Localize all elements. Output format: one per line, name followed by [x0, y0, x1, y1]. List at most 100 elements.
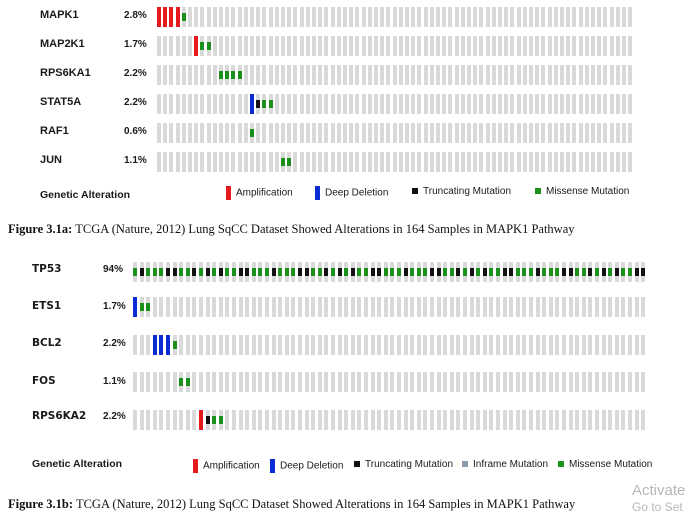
- alteration-mis: [423, 268, 428, 276]
- alteration-mis: [232, 268, 236, 276]
- sample-cell: [429, 36, 434, 56]
- sample-cell: [374, 152, 378, 172]
- alteration-trunc: [614, 268, 619, 276]
- sample-cell: [133, 372, 137, 392]
- sample-cell: [597, 94, 602, 114]
- sample-cell: [370, 372, 375, 392]
- sample-cell: [547, 152, 552, 172]
- alteration-mis: [262, 100, 267, 108]
- sample-cell: [304, 372, 309, 392]
- gene-label: STAT5A: [40, 96, 82, 108]
- sample-cell: [166, 372, 170, 392]
- sample-cell: [219, 36, 223, 56]
- legend-deep-deletion: Deep Deletion: [270, 459, 343, 473]
- sample-cell: [398, 94, 403, 114]
- sample-cell: [423, 7, 428, 27]
- sample-cell: [628, 36, 633, 56]
- sample-cell: [133, 410, 137, 430]
- sample-cell: [403, 372, 408, 392]
- sample-cell: [245, 335, 250, 355]
- sample-cell: [265, 297, 269, 317]
- sample-cell: [588, 297, 593, 317]
- sample-cell: [179, 335, 184, 355]
- sample-cell: [192, 372, 197, 392]
- sample-cell: [219, 152, 223, 172]
- alteration-trunc: [271, 268, 276, 276]
- sample-cell: [157, 36, 161, 56]
- sample-cell: [572, 123, 577, 143]
- sample-cell: [566, 7, 571, 27]
- sample-cell: [560, 65, 564, 85]
- sample-cell: [411, 36, 416, 56]
- sample-cell: [169, 36, 174, 56]
- sample-cell: [380, 36, 385, 56]
- sample-cell: [410, 297, 415, 317]
- sample-cell: [243, 36, 248, 56]
- sample-cell: [628, 410, 632, 430]
- sample-cell: [146, 335, 151, 355]
- sample-cell: [324, 94, 329, 114]
- oncoprint-track: [157, 36, 634, 56]
- sample-cell: [398, 152, 403, 172]
- sample-cell: [293, 65, 298, 85]
- sample-cell: [299, 7, 304, 27]
- sample-cell: [245, 372, 250, 392]
- sample-cell: [225, 335, 230, 355]
- alteration-mis: [265, 268, 269, 276]
- sample-cell: [349, 36, 354, 56]
- sample-cell: [324, 65, 329, 85]
- sample-cell: [603, 7, 608, 27]
- sample-cell: [318, 36, 323, 56]
- sample-cell: [336, 152, 341, 172]
- sample-cell: [169, 123, 174, 143]
- sample-cell: [336, 36, 341, 56]
- sample-cell: [553, 94, 558, 114]
- sample-cell: [169, 94, 174, 114]
- alteration-mis: [284, 268, 289, 276]
- sample-cell: [454, 94, 459, 114]
- sample-cell: [469, 410, 474, 430]
- gene-label: FOS: [32, 375, 56, 387]
- sample-cell: [337, 372, 342, 392]
- alteration-trunc: [436, 268, 441, 276]
- sample-cell: [555, 410, 560, 430]
- sample-cell: [482, 335, 487, 355]
- sample-cell: [403, 297, 408, 317]
- sample-cell: [555, 297, 560, 317]
- alteration-mis: [357, 268, 362, 276]
- sample-cell: [350, 372, 355, 392]
- alteration-trunc: [218, 268, 223, 276]
- sample-cell: [194, 7, 199, 27]
- sample-cell: [157, 152, 161, 172]
- alteration-mis: [212, 416, 217, 424]
- sample-cell: [397, 410, 401, 430]
- sample-cell: [331, 297, 335, 317]
- sample-cell: [245, 410, 250, 430]
- sample-cell: [423, 372, 428, 392]
- figure-caption-b: Figure 3.1b: TCGA (Nature, 2012) Lung Sq…: [8, 497, 576, 511]
- sample-cell: [324, 335, 329, 355]
- sample-cell: [364, 297, 368, 317]
- sample-cell: [460, 36, 465, 56]
- sample-cell: [262, 65, 267, 85]
- sample-cell: [614, 297, 619, 317]
- sample-cell: [287, 36, 292, 56]
- sample-cell: [542, 335, 547, 355]
- sample-cell: [291, 410, 296, 430]
- gene-percent: 2.2%: [124, 97, 147, 108]
- sample-cell: [535, 297, 540, 317]
- sample-cell: [139, 410, 144, 430]
- sample-cell: [256, 36, 261, 56]
- oncoprint-track: [133, 262, 648, 282]
- sample-cell: [231, 7, 236, 27]
- alteration-trunc: [205, 268, 210, 276]
- sample-cell: [615, 152, 620, 172]
- alteration-trunc: [304, 268, 309, 276]
- sample-cell: [278, 372, 283, 392]
- sample-cell: [318, 94, 323, 114]
- sample-cell: [361, 94, 366, 114]
- sample-cell: [284, 335, 289, 355]
- alteration-mis: [181, 13, 186, 21]
- sample-cell: [548, 372, 553, 392]
- sample-cell: [374, 65, 378, 85]
